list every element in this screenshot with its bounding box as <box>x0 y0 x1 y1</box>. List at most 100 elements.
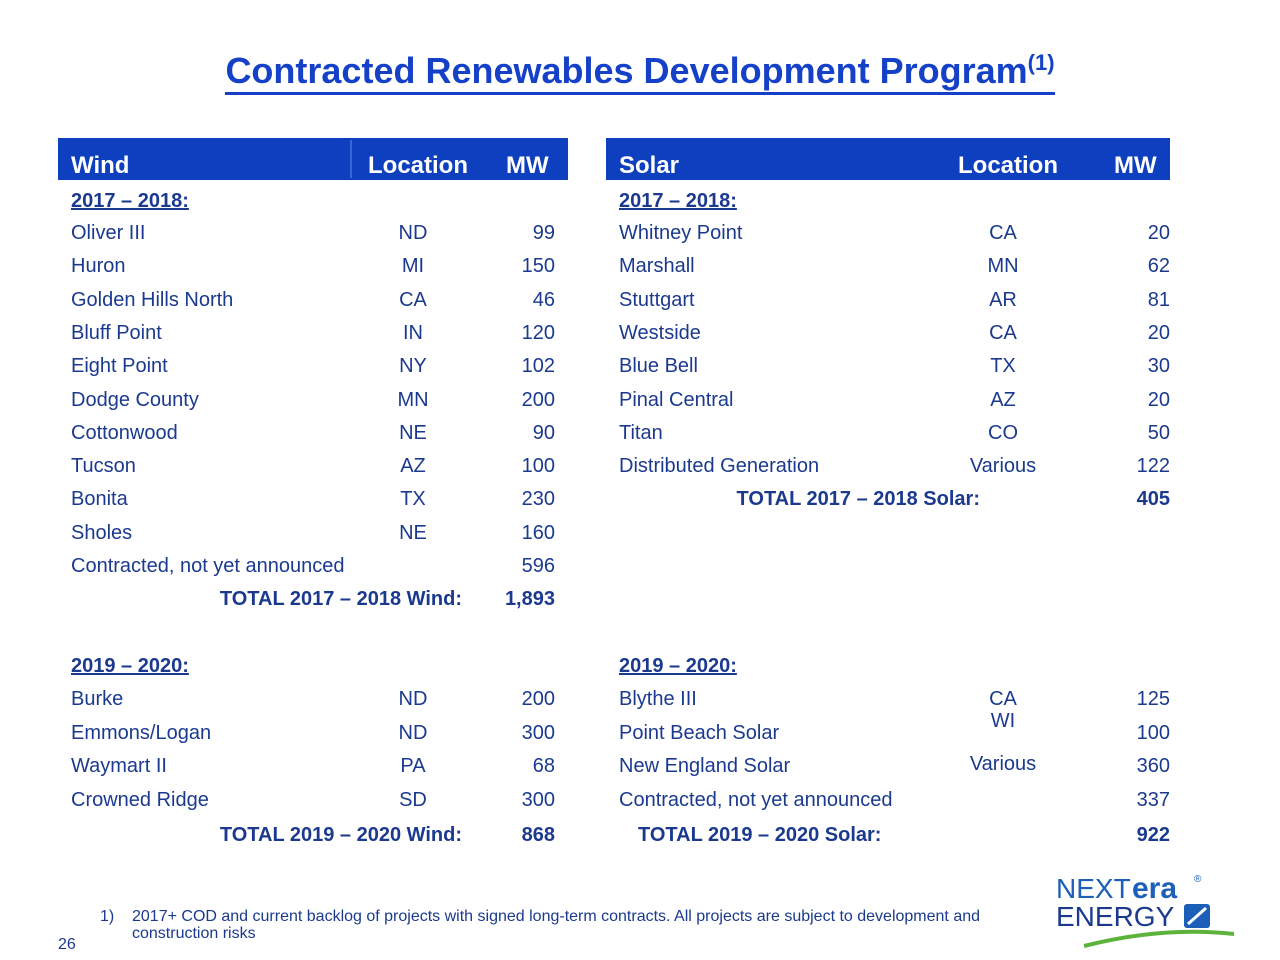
wind-row-name: Dodge County <box>71 388 199 411</box>
wind-row-location: NY <box>399 355 427 378</box>
logo-era: era <box>1132 872 1177 905</box>
solar-header-name: Solar <box>619 152 680 179</box>
solar-row-location: CA <box>989 222 1017 244</box>
wind-row-name: Huron <box>71 255 126 278</box>
solar-section-label: 2017 – 2018: <box>619 190 737 212</box>
solar-row-location: Various <box>969 753 1037 775</box>
solar-row-name: Contracted, not yet announced <box>619 788 893 811</box>
wind-header-divider <box>350 140 352 178</box>
wind-total-value: 1,893 <box>504 588 555 611</box>
logo-mark-stripe <box>1187 906 1207 926</box>
solar-row-location: MN <box>987 255 1019 278</box>
solar-row-mw: 20 <box>1147 222 1170 244</box>
wind-row-mw: 99 <box>532 222 555 244</box>
page-number: 26 <box>58 936 76 953</box>
title-text: Contracted Renewables Development Progra… <box>225 50 1028 91</box>
solar-row-mw: 20 <box>1147 321 1170 344</box>
wind-row-name: Golden Hills North <box>71 288 234 311</box>
title-footnote-ref: (1) <box>1027 50 1055 75</box>
solar-row-mw: 337 <box>1136 788 1170 811</box>
page-title: Contracted Renewables Development Progra… <box>0 50 1280 95</box>
wind-row-name: Bluff Point <box>71 321 162 344</box>
solar-header-mw: MW <box>1114 152 1157 179</box>
logo-swoosh-icon <box>1083 929 1235 948</box>
solar-header-location: Location <box>958 152 1058 179</box>
wind-row-mw: 46 <box>532 288 555 311</box>
solar-row-location: WI <box>990 709 1016 732</box>
wind-row-name: Emmons/Logan <box>71 721 212 744</box>
footnote-number: 1) <box>100 908 115 925</box>
solar-row-location: CA <box>989 321 1017 344</box>
solar-row-mw: 81 <box>1147 288 1170 311</box>
wind-row-mw: 90 <box>532 421 555 444</box>
solar-row-mw: 30 <box>1147 355 1170 378</box>
solar-total-value: 405 <box>1136 488 1170 511</box>
solar-total-label: TOTAL 2019 – 2020 Solar: <box>638 824 882 846</box>
wind-row-mw: 68 <box>532 755 555 777</box>
wind-row-mw: 100 <box>521 455 555 478</box>
wind-row-mw: 300 <box>521 788 555 811</box>
solar-row-location: CA <box>989 688 1017 710</box>
solar-row-name: Westside <box>619 321 701 344</box>
wind-row-name: Tucson <box>71 455 136 478</box>
wind-row-name: Oliver III <box>71 222 146 244</box>
solar-row-name: Titan <box>619 421 663 444</box>
wind-total-value: 868 <box>521 824 555 846</box>
wind-row-location: IN <box>403 321 423 344</box>
wind-header-mw: MW <box>506 152 549 179</box>
wind-row-name: Cottonwood <box>71 421 178 444</box>
wind-row-location: ND <box>398 721 428 744</box>
logo-next: NEXT <box>1056 873 1131 904</box>
wind-row-location: MI <box>401 255 425 278</box>
wind-row-mw: 200 <box>521 388 555 411</box>
solar-row-name: Point Beach Solar <box>619 721 780 744</box>
solar-total-label: TOTAL 2017 – 2018 Solar: <box>736 488 980 511</box>
wind-row-name: Contracted, not yet announced <box>71 555 345 577</box>
logo-energy: ENERGY <box>1056 901 1175 932</box>
solar-row-mw: 50 <box>1147 421 1170 444</box>
solar-row-name: Whitney Point <box>619 222 743 244</box>
wind-row-location: NE <box>399 521 427 544</box>
wind-row-mw: 120 <box>521 321 555 344</box>
wind-row-mw: 230 <box>521 488 555 511</box>
wind-section-label: 2017 – 2018: <box>71 190 189 212</box>
wind-row-location: TX <box>400 488 426 511</box>
solar-row-mw: 62 <box>1147 255 1170 278</box>
solar-row-name: Stuttgart <box>619 288 695 311</box>
wind-row-location: PA <box>400 755 426 777</box>
nextera-energy-logo: NEXT era ® ENERGY <box>1056 872 1235 948</box>
wind-row-mw: 160 <box>521 521 555 544</box>
wind-row-location: ND <box>398 688 428 710</box>
wind-total-label: TOTAL 2017 – 2018 Wind: <box>219 588 462 611</box>
wind-row-name: Eight Point <box>71 355 168 378</box>
solar-table-header: Solar Location MW <box>606 138 1170 180</box>
wind-row-name: Waymart II <box>71 755 167 777</box>
solar-row-location: Various <box>969 455 1037 478</box>
wind-row-mw: 200 <box>521 688 555 710</box>
solar-row-location: AZ <box>990 388 1016 411</box>
wind-row-name: Sholes <box>71 521 133 544</box>
solar-total-value: 922 <box>1136 824 1170 846</box>
wind-header-name: Wind <box>71 152 130 179</box>
solar-row-name: Marshall <box>619 255 695 278</box>
footnote-text: 2017+ COD and current backlog of project… <box>132 908 981 942</box>
solar-row-mw: 100 <box>1136 721 1170 744</box>
wind-row-name: Burke <box>71 688 124 710</box>
wind-row-location: SD <box>399 788 427 811</box>
logo-registered-mark: ® <box>1194 874 1202 885</box>
wind-header-location: Location <box>368 152 468 179</box>
solar-row-mw: 125 <box>1136 688 1170 710</box>
wind-row-mw: 596 <box>521 555 555 577</box>
wind-row-location: AZ <box>400 455 426 478</box>
wind-row-location: MN <box>397 388 429 411</box>
solar-row-location: AR <box>989 288 1017 311</box>
wind-row-location: ND <box>398 222 428 244</box>
wind-row-mw: 300 <box>521 721 555 744</box>
wind-table-header: Wind Location MW <box>58 138 568 180</box>
solar-section-label: 2019 – 2020: <box>619 655 737 677</box>
wind-row-location: CA <box>399 288 427 311</box>
solar-row-name: Blythe III <box>619 688 697 710</box>
solar-row-name: Blue Bell <box>619 355 698 378</box>
solar-row-mw: 20 <box>1147 388 1170 411</box>
wind-section-label: 2019 – 2020: <box>71 655 189 677</box>
